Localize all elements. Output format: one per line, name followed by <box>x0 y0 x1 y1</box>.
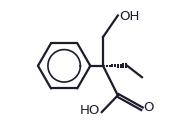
Text: O: O <box>144 101 154 114</box>
Text: OH: OH <box>119 10 140 23</box>
Text: HO: HO <box>80 104 100 117</box>
